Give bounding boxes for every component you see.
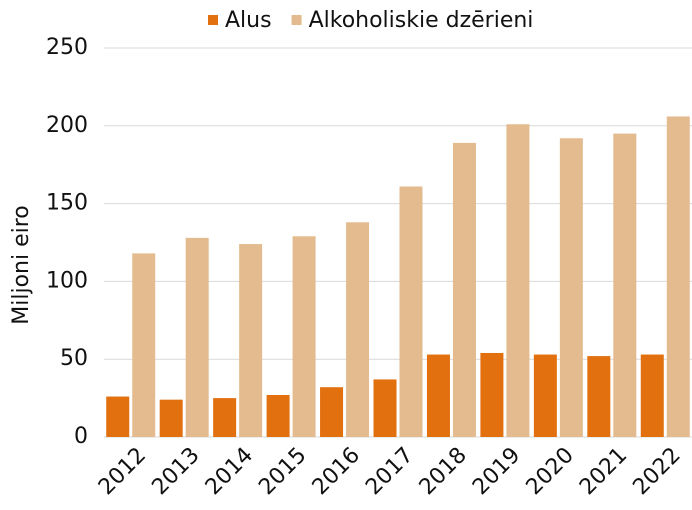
x-tick-label: 2022 <box>628 443 685 500</box>
legend-label: Alus <box>225 8 272 33</box>
y-tick-label: 50 <box>60 346 88 371</box>
bar <box>132 253 156 437</box>
legend-swatch <box>291 15 302 25</box>
x-tick-label: 2016 <box>308 443 365 500</box>
bar <box>426 354 450 437</box>
y-tick-label: 0 <box>74 424 88 449</box>
x-tick-label: 2017 <box>361 443 418 500</box>
bar <box>559 138 583 438</box>
bar <box>185 237 209 437</box>
bar <box>533 354 557 437</box>
bar <box>399 186 423 437</box>
y-tick-label: 250 <box>46 35 88 60</box>
bar <box>239 244 263 437</box>
bar <box>266 394 290 437</box>
bar <box>106 396 130 437</box>
bar <box>346 222 370 437</box>
x-tick-label: 2014 <box>201 443 258 500</box>
y-tick-label: 100 <box>46 268 88 293</box>
x-tick-label: 2012 <box>94 443 151 500</box>
bar <box>666 116 690 438</box>
legend-label: Alkoholiskie dzērieni <box>309 8 534 33</box>
bar <box>373 379 397 437</box>
x-tick-label: 2021 <box>575 443 632 500</box>
y-axis-label: Miljoni eiro <box>9 205 34 325</box>
bar <box>452 142 476 437</box>
x-tick-label: 2013 <box>147 443 204 500</box>
bar <box>159 399 183 437</box>
bar <box>587 356 611 437</box>
y-tick-label: 150 <box>46 191 88 216</box>
bar <box>640 354 664 437</box>
bar <box>213 398 237 437</box>
y-tick-label: 200 <box>46 113 88 138</box>
bar <box>480 352 504 437</box>
x-tick-label: 2020 <box>522 443 579 500</box>
x-tick-label: 2018 <box>415 443 472 500</box>
bar <box>320 387 344 437</box>
legend-swatch <box>208 15 218 25</box>
x-tick-label: 2019 <box>468 443 525 500</box>
bar <box>613 133 637 437</box>
x-tick-label: 2015 <box>254 443 311 500</box>
bar <box>506 124 530 437</box>
bar <box>292 236 316 437</box>
